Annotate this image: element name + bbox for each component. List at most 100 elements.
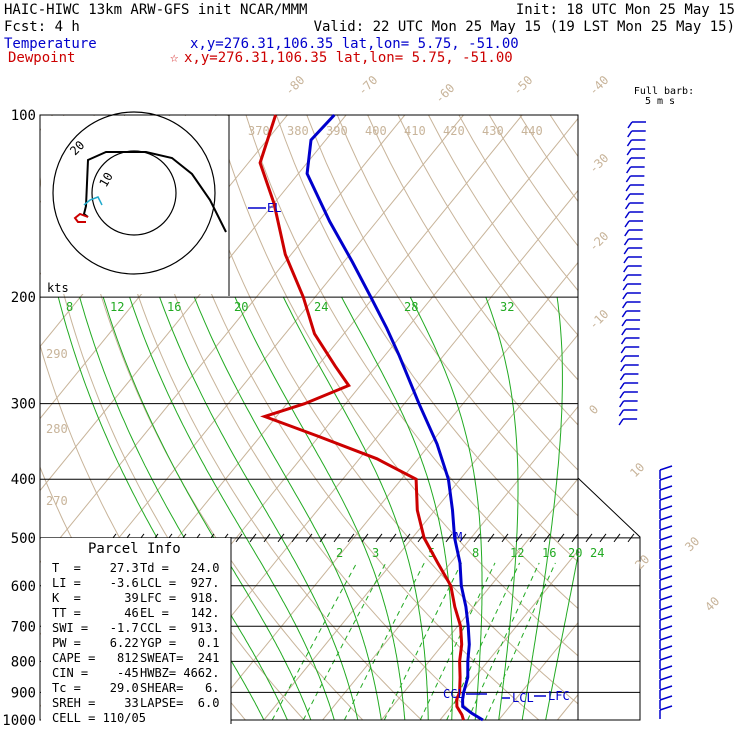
wind-barb-flag — [622, 274, 629, 282]
header-valid: Valid: 22 UTC Mon 25 May 15 (19 LST Mon … — [314, 19, 735, 35]
parcel-info-title: Parcel Info — [88, 541, 181, 557]
pressure-tick-label: 800 — [11, 654, 36, 670]
pressure-tick-label: 300 — [11, 397, 36, 413]
wind-barb-flag — [659, 465, 673, 471]
theta-label: 290 — [46, 347, 68, 361]
theta-label: 400 — [365, 124, 387, 138]
wind-barb-flag — [659, 695, 673, 701]
theta-label: 370 — [248, 124, 270, 138]
wind-barb-flag — [624, 211, 630, 219]
parcel-row-left: K = 39 — [52, 591, 139, 605]
parcel-row-right: LFC = 918. — [140, 591, 219, 605]
parcel-row-left: PW = 6.22 — [52, 636, 139, 650]
parcel-row-right: SHEAR= 6. — [140, 681, 219, 695]
freezing-hatch — [333, 533, 341, 543]
theta-label: 280 — [46, 422, 68, 436]
wind-barb-flag — [659, 475, 673, 481]
pressure-tick-label: 900 — [11, 685, 36, 701]
wind-barb-flag — [659, 495, 673, 501]
dry-adiabat-line — [123, 115, 481, 721]
freezing-hatch — [585, 533, 593, 543]
wind-barb-flag — [659, 645, 673, 651]
isotherm-label: 30 — [682, 534, 702, 554]
mixing-ratio-label: 32 — [500, 300, 514, 314]
hodograph-trace-low — [73, 212, 89, 223]
isotherm-line — [557, 693, 578, 721]
parcel-row-right: EL = 142. — [140, 606, 219, 620]
wind-barb-flag — [659, 535, 673, 541]
dewpoint-location: x,y=276.31,106.35 lat,lon= 5.75, -51.00 — [184, 50, 513, 66]
wind-barb-flag — [659, 625, 673, 631]
hodograph-unit: kts — [47, 281, 69, 295]
wind-barb-flag — [625, 193, 631, 201]
dry-adiabat-line — [184, 115, 578, 705]
freezing-hatch — [361, 533, 369, 543]
wind-barb-flag — [626, 148, 632, 156]
hodograph-ring-20 — [52, 111, 216, 275]
wind-barb-flag — [619, 400, 625, 408]
wind-barb-flag — [623, 247, 629, 255]
wind-barb-flag — [622, 292, 628, 300]
mixing-ratio-label: 20 — [234, 300, 248, 314]
moist-adiabat-line — [409, 296, 483, 721]
temperature-location: x,y=276.31,106.35 lat,lon= 5.75, -51.00 — [190, 36, 519, 52]
wind-barb-flag — [621, 301, 628, 309]
wind-barb-flag — [623, 238, 630, 246]
hodograph-label-10: 10 — [96, 170, 115, 190]
isotherm-label: -30 — [586, 151, 611, 176]
freezing-hatch — [613, 533, 621, 543]
wind-barb-flag — [659, 605, 673, 611]
mixing-ratio-line — [383, 562, 462, 721]
wind-barb-flag — [623, 256, 629, 264]
wind-barb-flag — [626, 166, 632, 174]
isotherm-label: -50 — [510, 73, 535, 98]
isotherm-label: -80 — [282, 73, 307, 98]
dry-adiabat-line — [215, 115, 578, 657]
hodograph-inset: 20 10 kts — [41, 111, 230, 296]
wind-barb-flag — [659, 485, 673, 491]
parcel-row-right: LAPSE= 6.0 — [140, 696, 219, 710]
wind-barb-flag — [659, 565, 673, 571]
isotherm-label: 0 — [586, 402, 601, 417]
pressure-tick-label: 1000 — [2, 713, 36, 729]
wind-barb-flag — [620, 337, 627, 345]
hodograph-trace — [82, 151, 227, 233]
isotherm-line — [263, 333, 578, 721]
pressure-tick-label: 600 — [11, 579, 36, 595]
parcel-row-right: SWEAT= 241 — [140, 651, 219, 665]
wind-barb-flag — [659, 515, 673, 521]
pressure-tick-label: 100 — [11, 108, 36, 124]
mixing-ratio-line — [271, 562, 358, 721]
dry-adiabat-line — [611, 115, 740, 720]
dry-adiabat-line — [397, 115, 578, 381]
mixing-ratio-line — [467, 562, 540, 721]
temperature-legend-label: Temperature — [4, 36, 97, 52]
level-annotations: EL CCL LCL LFC M — [248, 201, 570, 705]
pressure-tick-label: 700 — [11, 619, 36, 635]
freezing-hatch — [249, 533, 257, 543]
wind-barb-flag — [626, 139, 633, 147]
theta-label: 420 — [443, 124, 465, 138]
wind-barb-flag — [619, 373, 626, 381]
freezing-hatch — [235, 533, 243, 543]
dewpoint-star-icon: ☆ — [170, 50, 179, 66]
isotherm-line — [322, 405, 578, 721]
theta-label: 430 — [482, 124, 504, 138]
mixing-ratio-label: 2 — [336, 546, 343, 560]
mixing-ratio-label: 12 — [110, 300, 124, 314]
wind-barb-flag — [625, 184, 631, 192]
freezing-hatch — [319, 533, 327, 543]
freezing-hatch — [445, 533, 453, 543]
mixing-ratio-label: 12 — [510, 546, 524, 560]
wind-barb-flag — [619, 382, 625, 390]
barb-legend-title: Full barb: — [634, 86, 694, 97]
dry-adiabat-line — [245, 115, 578, 610]
header-init: Init: 18 UTC Mon 25 May 15 — [516, 2, 735, 18]
freezing-hatch — [305, 533, 313, 543]
dry-adiabat-line — [367, 115, 578, 426]
theta-label: 410 — [404, 124, 426, 138]
dry-adiabat-line — [519, 115, 578, 203]
mixing-ratio-line — [419, 562, 496, 721]
wind-barb-flag — [659, 685, 673, 691]
mixing-ratio-line — [484, 562, 556, 721]
